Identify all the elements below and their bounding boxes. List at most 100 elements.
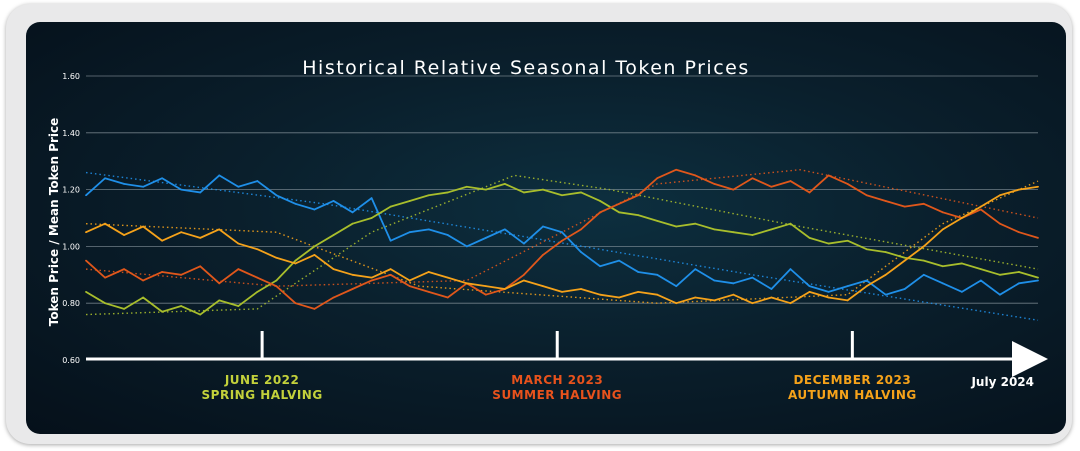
- series-point: [180, 231, 183, 234]
- series-point: [218, 299, 221, 302]
- series-point: [275, 279, 278, 282]
- y-axis-label: Token Price / Mean Token Price: [47, 118, 61, 327]
- series-point: [580, 228, 582, 231]
- chart-panel: 1.60 1.40 1.20 1.00 0.80 0.60 JUNE 2022 SPRING …: [26, 22, 1066, 434]
- series-point: [675, 225, 678, 228]
- series-point: [104, 222, 106, 225]
- series-point: [256, 290, 259, 293]
- series-point: [865, 285, 868, 288]
- trend-line: [85, 180, 1039, 304]
- series-point: [599, 265, 601, 268]
- series-layer: [85, 168, 1039, 316]
- series-point: [446, 296, 449, 299]
- series-point: [903, 205, 906, 208]
- series-point: [656, 177, 659, 180]
- series-point: [104, 302, 106, 305]
- series-point: [808, 191, 811, 194]
- series-point: [656, 293, 659, 296]
- series-point: [694, 222, 697, 225]
- series-point: [123, 268, 125, 271]
- series-point: [941, 211, 944, 214]
- series-point: [637, 290, 640, 293]
- series-point: [104, 177, 106, 180]
- series-point: [332, 234, 335, 236]
- series-point: [256, 248, 259, 251]
- series-point: [465, 245, 468, 248]
- series-point: [294, 202, 297, 205]
- series-point: [294, 259, 297, 262]
- series-point: [941, 282, 944, 285]
- series-point: [599, 211, 601, 214]
- series-point: [256, 276, 259, 279]
- series-point: [351, 288, 354, 290]
- series-point: [389, 268, 392, 271]
- series-point: [180, 273, 183, 276]
- series-point: [884, 251, 887, 253]
- series-point: [523, 279, 525, 282]
- series-point: [199, 265, 202, 268]
- chart-svg: 1.60 1.40 1.20 1.00 0.80 0.60 JUNE 2022SPRING …: [47, 57, 1048, 402]
- series-point: [618, 211, 621, 214]
- series-point: [751, 302, 754, 305]
- series-point: [637, 194, 640, 197]
- series-point: [427, 271, 430, 273]
- series-point: [922, 259, 925, 262]
- series-point: [694, 296, 697, 299]
- series-point: [542, 188, 544, 191]
- series-point: [789, 268, 792, 271]
- series-point: [865, 279, 868, 282]
- series-point: [827, 174, 830, 177]
- series-point: [827, 290, 830, 293]
- series-point: [218, 174, 221, 177]
- series-point: [446, 191, 449, 194]
- series-point: [675, 302, 678, 305]
- series-point: [142, 296, 145, 299]
- series-point: [979, 205, 982, 208]
- series-point: [903, 256, 906, 259]
- series-point: [446, 234, 449, 236]
- end-date-label: July 2024: [970, 375, 1034, 389]
- event-date-label: DECEMBER 2023: [793, 373, 911, 387]
- series-point: [865, 248, 868, 251]
- series-point: [922, 245, 925, 248]
- series-point: [542, 225, 544, 228]
- series-point: [903, 288, 906, 290]
- series-point: [618, 259, 621, 262]
- series-point: [770, 185, 773, 188]
- series-point: [999, 293, 1001, 296]
- series-point: [618, 296, 621, 299]
- series-point: [313, 208, 316, 211]
- y-tick-label: 1.60: [62, 72, 80, 81]
- series-point: [732, 282, 735, 285]
- series-point: [199, 313, 202, 316]
- series-point: [656, 273, 659, 276]
- trend-line: [85, 174, 1039, 316]
- series-point: [561, 239, 563, 242]
- series-point: [770, 296, 773, 299]
- series-point: [770, 228, 773, 231]
- series-point: [999, 222, 1001, 225]
- series-point: [808, 290, 811, 293]
- series-point: [827, 296, 830, 299]
- series-point: [618, 202, 621, 205]
- series-point: [142, 225, 145, 228]
- series-point: [408, 285, 411, 288]
- series-point: [313, 307, 316, 310]
- series-point: [237, 185, 240, 188]
- series-point: [1037, 185, 1039, 188]
- y-tick-label: 0.60: [62, 356, 80, 365]
- series-point: [294, 302, 297, 305]
- series-point: [675, 168, 678, 171]
- series-point: [484, 236, 487, 239]
- series-point: [389, 239, 392, 242]
- series-point: [637, 271, 640, 273]
- y-tick-label: 1.20: [62, 186, 80, 195]
- series-point: [846, 299, 849, 302]
- series-point: [370, 276, 373, 279]
- series-point: [161, 310, 164, 313]
- series-point: [865, 194, 868, 197]
- series-point: [599, 200, 601, 202]
- series-point: [123, 183, 125, 185]
- series-point: [637, 214, 640, 217]
- series-point: [903, 259, 906, 262]
